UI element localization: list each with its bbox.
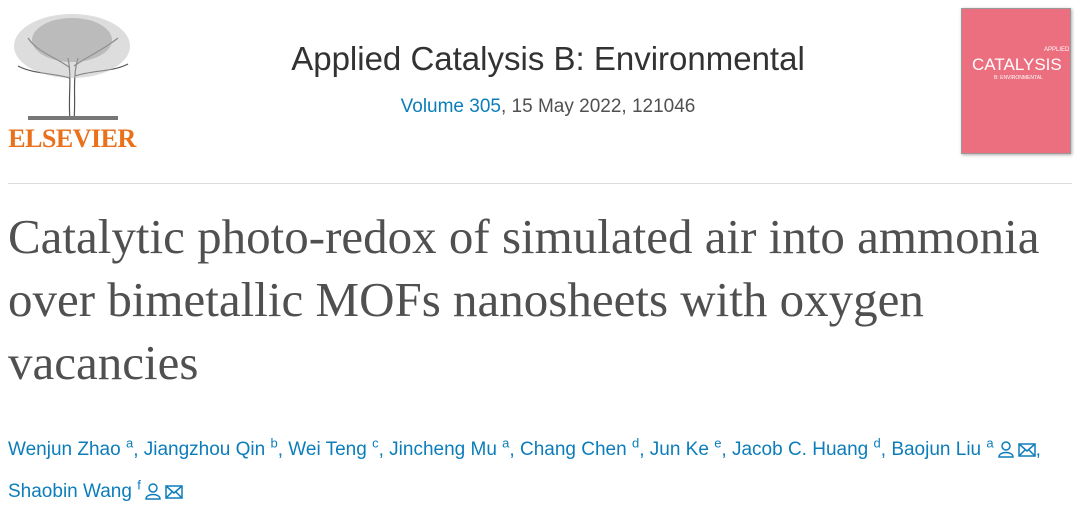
volume-link[interactable]: Volume 305 xyxy=(400,96,501,117)
author-name[interactable]: Chang Chen xyxy=(519,439,627,461)
author[interactable]: Wenjun Zhao a xyxy=(8,436,134,461)
author[interactable]: Wei Teng c xyxy=(288,436,379,461)
separator: , xyxy=(277,439,289,461)
affiliation-marker[interactable]: b xyxy=(270,436,278,451)
cover-text: APPLIED xyxy=(1044,47,1070,53)
separator: , xyxy=(639,439,650,461)
separator: , xyxy=(721,439,732,461)
cover-text: B: ENVIRONMENTAL xyxy=(994,75,1043,81)
separator: , xyxy=(1035,439,1041,461)
author[interactable]: Baojun Liu a xyxy=(891,436,1036,461)
author[interactable]: Chang Chen d xyxy=(519,436,640,461)
affiliation-marker[interactable]: e xyxy=(714,436,722,451)
author-name[interactable]: Shaobin Wang xyxy=(8,480,132,502)
separator: , xyxy=(880,439,892,461)
author-icon[interactable] xyxy=(997,440,1014,459)
author-name[interactable]: Wenjun Zhao xyxy=(8,439,121,461)
cover-text: CATALYSIS xyxy=(972,55,1062,74)
divider xyxy=(8,183,1072,184)
publisher-name[interactable]: ELSEVIER xyxy=(8,124,136,153)
author[interactable]: Jacob C. Huang d xyxy=(731,436,881,461)
article-title: Catalytic photo-redox of simulated air i… xyxy=(8,209,1040,390)
affiliation-marker[interactable]: a xyxy=(502,436,510,451)
journal-cover[interactable]: APPLIED CATALYSIS B: ENVIRONMENTAL xyxy=(961,8,1071,154)
affiliation-marker[interactable]: a xyxy=(986,436,994,451)
author[interactable]: Shaobin Wang f xyxy=(8,477,183,502)
author-name[interactable]: Wei Teng xyxy=(288,439,367,461)
affiliation-marker[interactable]: c xyxy=(372,436,379,451)
affiliation-marker[interactable]: a xyxy=(125,436,134,451)
affiliation-marker[interactable]: f xyxy=(137,477,141,493)
publisher-logo[interactable] xyxy=(8,8,136,124)
author-list: Wenjun Zhao a, Jiangzhou Qin b, Wei Teng… xyxy=(8,426,1076,509)
issue-info: Volume 305, 15 May 2022, 121046 xyxy=(200,96,896,118)
page: ELSEVIER Applied Catalysis B: Environmen… xyxy=(8,8,1072,502)
author-name[interactable]: Jacob C. Huang xyxy=(731,439,869,461)
issue-date: , 15 May 2022, 121046 xyxy=(500,96,696,117)
author[interactable]: Jincheng Mu a xyxy=(389,436,510,461)
separator: , xyxy=(133,439,144,461)
author-name[interactable]: Jun Ke xyxy=(649,439,709,461)
affiliation-marker[interactable]: d xyxy=(873,436,881,451)
email-icon[interactable] xyxy=(165,484,183,500)
separator: , xyxy=(509,439,520,461)
author-name[interactable]: Baojun Liu xyxy=(891,439,982,461)
author-name[interactable]: Jincheng Mu xyxy=(389,439,497,461)
author-name[interactable]: Jiangzhou Qin xyxy=(143,439,266,461)
author[interactable]: Jun Ke e xyxy=(649,436,722,461)
journal-title[interactable]: Applied Catalysis B: Environmental xyxy=(291,40,805,77)
affiliation-marker[interactable]: d xyxy=(631,436,640,451)
separator: , xyxy=(378,439,390,461)
email-icon[interactable] xyxy=(1017,442,1036,458)
author[interactable]: Jiangzhou Qin b xyxy=(143,436,278,461)
